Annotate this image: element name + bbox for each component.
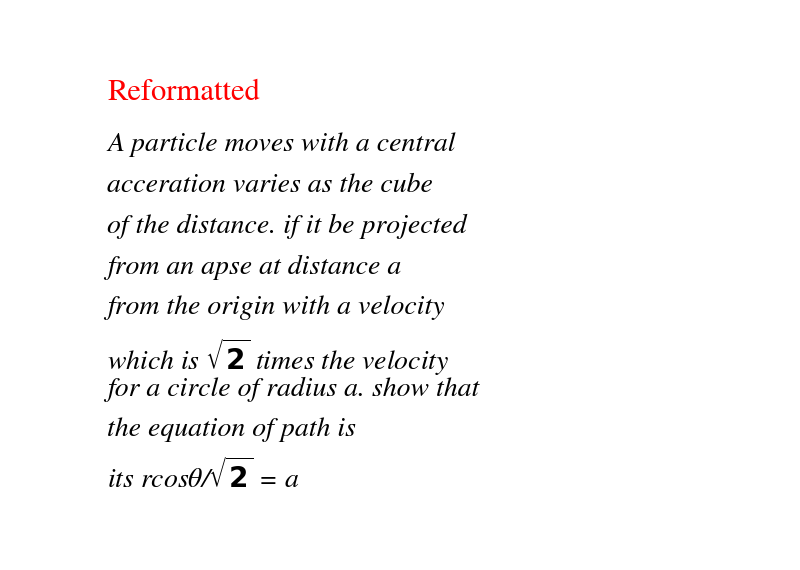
Text: Reformatted: Reformatted	[107, 79, 260, 107]
Text: of the distance. if it be projected: of the distance. if it be projected	[107, 214, 467, 239]
Text: from an apse at distance a: from an apse at distance a	[107, 254, 402, 280]
Text: its rcosθ/$\sqrt{\mathbf{2}}$ = a: its rcosθ/$\sqrt{\mathbf{2}}$ = a	[107, 459, 300, 494]
Text: which is $\sqrt{\mathbf{2}}$ times the velocity: which is $\sqrt{\mathbf{2}}$ times the v…	[107, 336, 450, 378]
Text: the equation of path is: the equation of path is	[107, 418, 356, 442]
Text: acceration varies as the cube: acceration varies as the cube	[107, 173, 434, 198]
Text: for a circle of radius a. show that: for a circle of radius a. show that	[107, 377, 480, 402]
Text: from the origin with a velocity: from the origin with a velocity	[107, 295, 445, 320]
Text: A particle moves with a central: A particle moves with a central	[107, 132, 456, 157]
